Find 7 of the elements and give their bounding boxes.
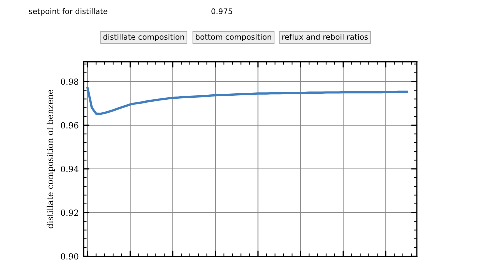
- y-tick-label: 0.90: [61, 253, 79, 260]
- y-tick-label: 0.98: [61, 78, 79, 86]
- line-series: [86, 87, 408, 116]
- y-axis-title: distillate composition of benzene: [46, 90, 56, 229]
- y-tick-label: 0.96: [61, 122, 79, 129]
- y-tick-label: 0.92: [61, 210, 78, 216]
- y-tick-label: 0.94: [61, 166, 79, 172]
